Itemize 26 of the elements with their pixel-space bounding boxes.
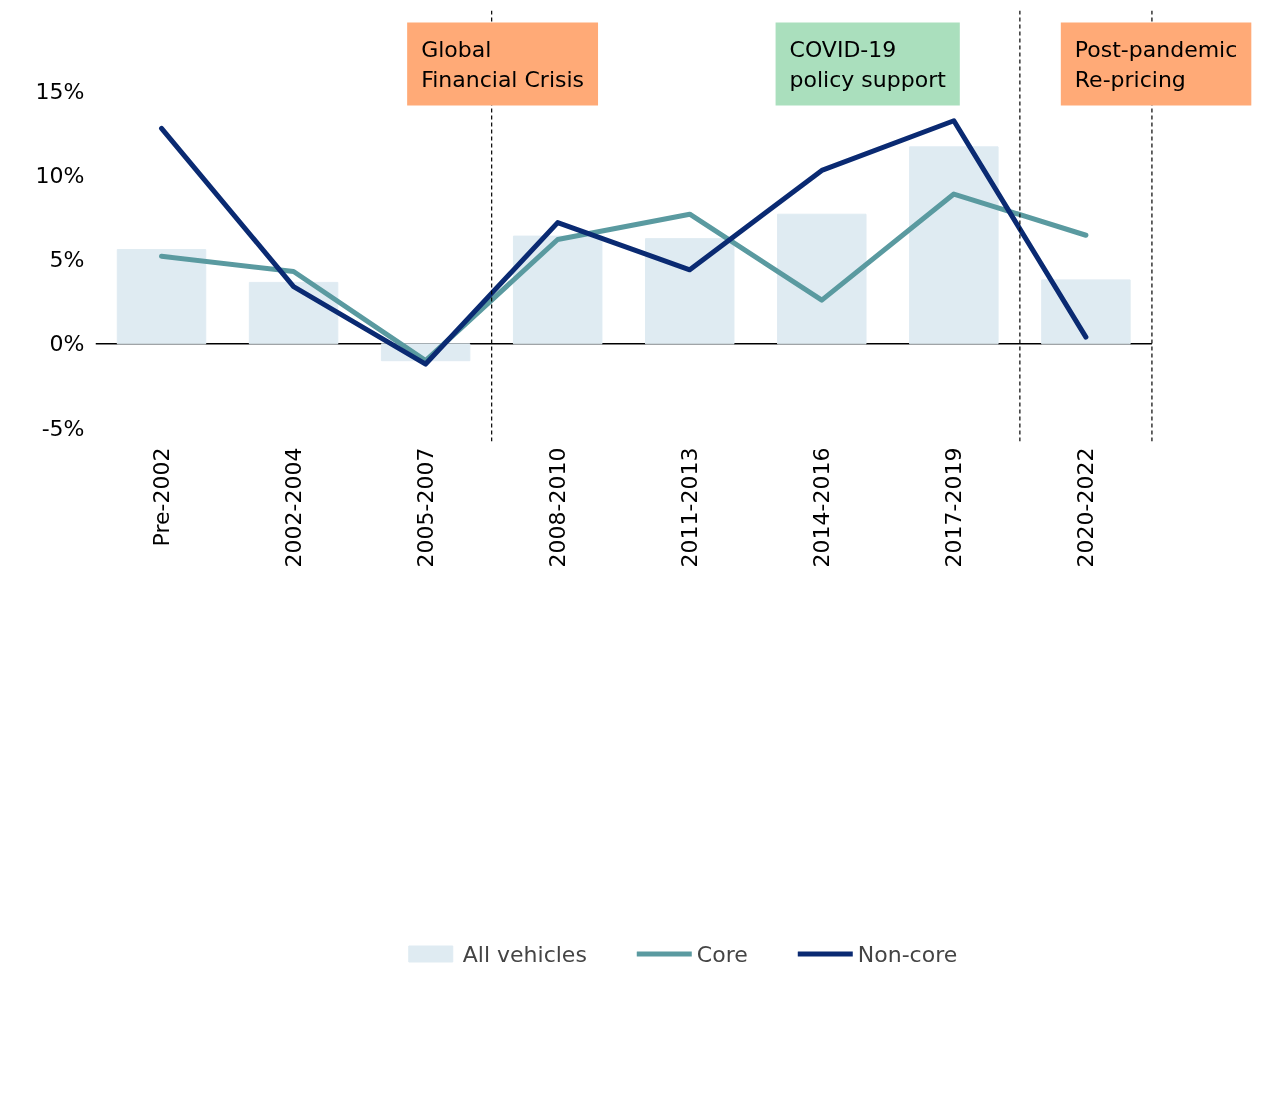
bar bbox=[909, 146, 999, 345]
y-tick-label: 5% bbox=[49, 247, 85, 273]
bar bbox=[248, 281, 339, 345]
x-tick-label: 2020-2022 bbox=[1073, 447, 1099, 568]
bar bbox=[512, 235, 603, 345]
y-tick-label: 15% bbox=[35, 78, 85, 104]
x-tick-label: 2014-2016 bbox=[809, 447, 835, 568]
annotation: COVID-19 policy support bbox=[789, 36, 947, 92]
annotation: Global Financial Crisis bbox=[421, 36, 585, 92]
x-tick-label: Pre-2002 bbox=[149, 447, 175, 547]
bar bbox=[1041, 279, 1131, 345]
bar bbox=[116, 249, 207, 345]
y-tick-label: -5% bbox=[41, 415, 85, 441]
bar bbox=[777, 213, 867, 345]
x-tick-label: 2017-2019 bbox=[941, 447, 967, 568]
y-tick-label: 0% bbox=[49, 331, 85, 357]
legend-label: Non-core bbox=[857, 941, 958, 967]
legend-label: All vehicles bbox=[462, 941, 587, 967]
y-tick-label: 10% bbox=[35, 162, 85, 188]
annotation: Post-pandemic Re-pricing bbox=[1074, 36, 1238, 92]
legend-label: Core bbox=[696, 941, 748, 967]
x-tick-label: 2008-2010 bbox=[545, 447, 571, 568]
bar bbox=[645, 238, 735, 345]
x-tick-label: 2005-2007 bbox=[413, 447, 439, 568]
x-tick-label: 2011-2013 bbox=[677, 447, 703, 568]
x-tick-label: 2002-2004 bbox=[281, 447, 307, 568]
